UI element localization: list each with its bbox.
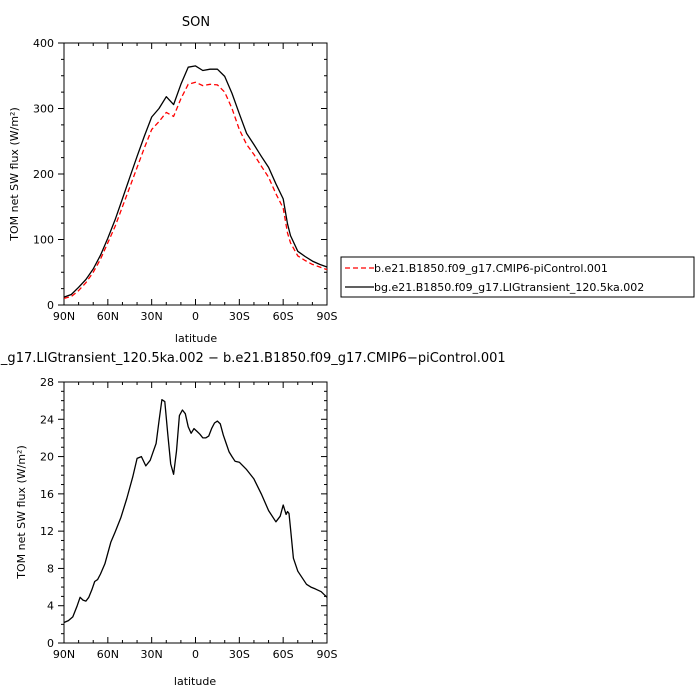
top-y-axis-label: TOM net SW flux (W/m²) — [8, 107, 21, 241]
top-x-tick-label: 60S — [273, 310, 294, 323]
legend: b.e21.B1850.f09_g17.CMIP6-piControl.001b… — [340, 256, 695, 298]
bottom-series-line-1 — [63, 399, 328, 624]
top-y-tick-label: 400 — [33, 37, 54, 50]
bottom-x-tick-label: 0 — [192, 648, 199, 661]
bottom-x-tick-label: 60S — [273, 648, 294, 661]
bottom-y-tick-label: 20 — [40, 451, 54, 464]
bottom-y-axis-label: TOM net SW flux (W/m²) — [15, 445, 28, 579]
top-x-axis-label: latitude — [175, 332, 217, 345]
bottom-y-tick-label: 28 — [40, 376, 54, 389]
top-x-tick-label: 0 — [192, 310, 199, 323]
bottom-x-tick-label: 90N — [53, 648, 75, 661]
bottom-y-tick-label: 24 — [40, 413, 54, 426]
bottom-y-tick-label: 8 — [47, 562, 54, 575]
top-y-tick-label: 300 — [33, 103, 54, 116]
bottom-y-tick-label: 16 — [40, 488, 54, 501]
top-series-line-1 — [63, 81, 328, 300]
top-x-tick-label: 90N — [53, 310, 75, 323]
legend-label-2: bg.e21.B1850.f09_g17.LIGtransient_120.5k… — [374, 281, 644, 294]
top-x-tick-label: 30N — [141, 310, 163, 323]
bottom-y-tick-label: 0 — [47, 637, 54, 650]
bottom-chart-title: bg.e21.B1850.f09_g17.LIGtransient_120.5k… — [0, 351, 506, 366]
top-x-tick-label: 30S — [229, 310, 250, 323]
bottom-y-tick-label: 4 — [47, 600, 54, 613]
bottom-y-tick-label: 12 — [40, 525, 54, 538]
top-y-tick-label: 200 — [33, 168, 54, 181]
top-x-tick-label: 60N — [97, 310, 119, 323]
bottom-x-tick-label: 90S — [317, 648, 338, 661]
top-series-line-2 — [63, 65, 328, 298]
legend-box — [340, 256, 695, 298]
top-y-tick-label: 0 — [47, 299, 54, 312]
legend-label-1: b.e21.B1850.f09_g17.CMIP6-piControl.001 — [374, 262, 608, 275]
top-chart-title: SON — [182, 15, 210, 30]
top-panel: SON 90N 60N 30N 0 30S 60S 90S 0 100 200 300 400 lat… — [8, 15, 695, 345]
top-y-tick-label: 100 — [33, 234, 54, 247]
bottom-x-tick-label: 30S — [229, 648, 250, 661]
bottom-x-tick-label: 60N — [97, 648, 119, 661]
top-x-tick-label: 90S — [317, 310, 338, 323]
bottom-panel: bg.e21.B1850.f09_g17.LIGtransient_120.5k… — [0, 351, 506, 688]
bottom-x-axis-label: latitude — [174, 675, 216, 688]
bottom-x-tick-label: 30N — [141, 648, 163, 661]
